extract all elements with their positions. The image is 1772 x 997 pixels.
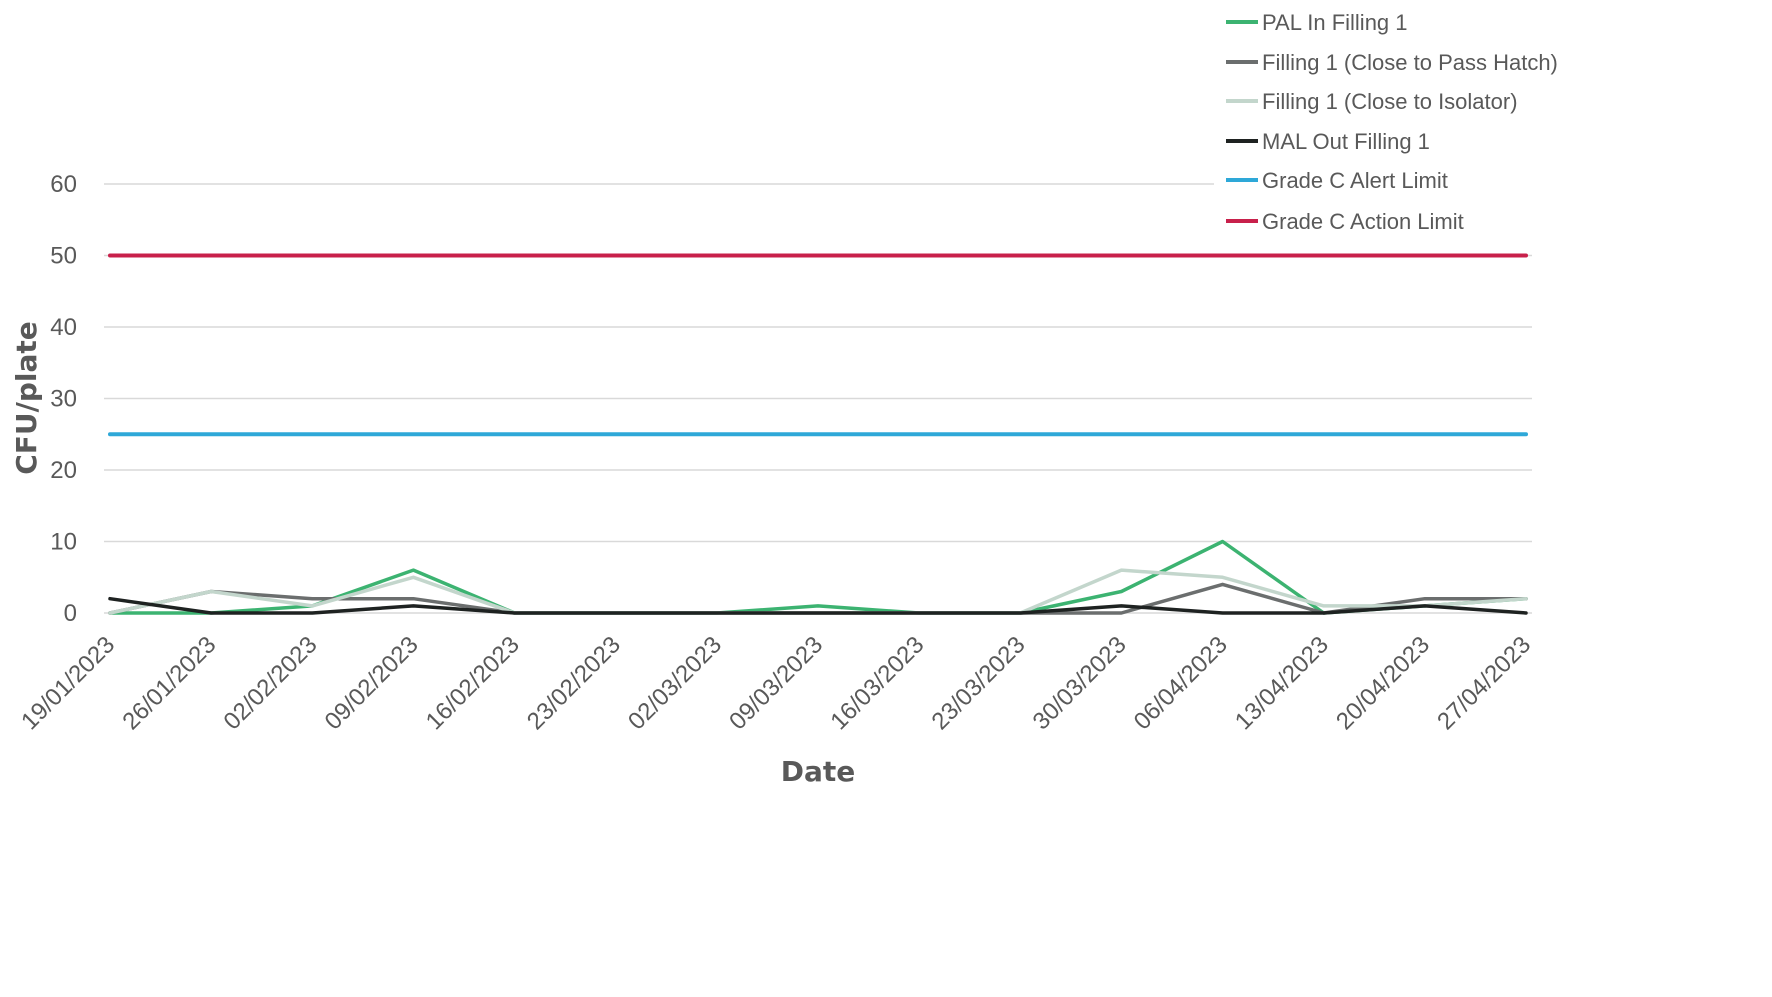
y-tick-label: 30	[50, 386, 77, 413]
x-axis-ticks: 19/01/202326/01/202302/02/202309/02/2023…	[16, 631, 1536, 735]
y-tick-label: 40	[50, 314, 77, 341]
y-tick-label: 0	[64, 600, 77, 627]
series-lines	[108, 253, 1528, 615]
legend-background	[1214, 0, 1554, 240]
legend-label: PAL In Filling 1	[1262, 10, 1408, 35]
y-tick-label: 60	[50, 171, 77, 198]
x-tick-label: 09/02/2023	[320, 631, 424, 735]
legend-label: Grade C Alert Limit	[1262, 168, 1448, 193]
gridlines	[104, 183, 1532, 614]
x-tick-label: 06/04/2023	[1129, 631, 1233, 735]
y-tick-label: 20	[50, 457, 77, 484]
y-axis-title: CFU/plate	[10, 321, 43, 475]
x-tick-label: 16/03/2023	[825, 631, 929, 735]
x-tick-label: 23/03/2023	[926, 631, 1030, 735]
legend-label: Filling 1 (Close to Pass Hatch)	[1262, 50, 1558, 75]
y-axis-ticks: 0 10 20 30 40 50 60	[50, 171, 77, 627]
x-tick-label: 20/04/2023	[1331, 631, 1435, 735]
legend-label: Filling 1 (Close to Isolator)	[1262, 89, 1518, 114]
y-tick-label: 10	[50, 529, 77, 556]
y-tick-label: 50	[50, 243, 77, 270]
x-tick-label: 26/01/2023	[117, 631, 221, 735]
x-tick-label: 30/03/2023	[1028, 631, 1132, 735]
legend: PAL In Filling 1 Filling 1 (Close to Pass…	[1214, 0, 1558, 240]
series-line-4	[108, 596, 1528, 615]
legend-label: Grade C Action Limit	[1262, 209, 1464, 234]
x-tick-label: 13/04/2023	[1230, 631, 1334, 735]
x-axis-title: Date	[781, 755, 856, 788]
x-tick-label: 27/04/2023	[1432, 631, 1536, 735]
series-line-2	[108, 582, 1528, 615]
legend-label: MAL Out Filling 1	[1262, 129, 1430, 154]
x-tick-label: 16/02/2023	[421, 631, 525, 735]
x-tick-label: 02/03/2023	[623, 631, 727, 735]
x-tick-label: 09/03/2023	[724, 631, 828, 735]
x-tick-label: 19/01/2023	[16, 631, 120, 735]
x-tick-label: 23/02/2023	[522, 631, 626, 735]
series-line-1	[108, 539, 1528, 615]
x-tick-label: 02/02/2023	[218, 631, 322, 735]
